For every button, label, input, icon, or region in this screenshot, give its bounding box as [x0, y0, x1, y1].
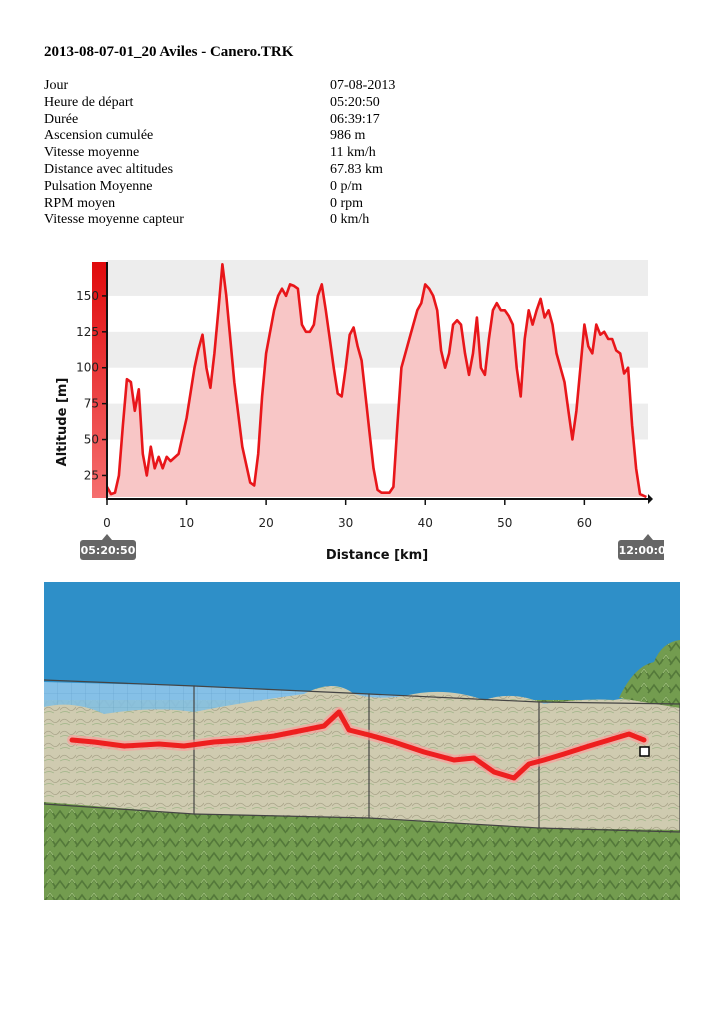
grid-band	[107, 331, 648, 368]
y-tick-label: 100	[76, 361, 99, 375]
route-end-marker	[639, 746, 650, 757]
y-ticks: 25 50 75 100 125 150	[76, 289, 107, 482]
stat-row: Pulsation Moyenne 0 p/m	[44, 179, 564, 196]
stat-label: Vitesse moyenne	[44, 145, 140, 161]
map-headland	[619, 640, 680, 708]
route-map	[44, 582, 680, 900]
stat-value: 07-08-2013	[330, 78, 396, 93]
y-tick-label: 150	[76, 289, 99, 303]
stat-value: 986 m	[330, 128, 366, 144]
elevation-line	[105, 263, 647, 499]
start-time-label: 05:20:50	[81, 544, 136, 557]
grid-band	[107, 260, 648, 296]
stat-value: 0 rpm	[330, 195, 364, 211]
stat-label: Pulsation Moyenne	[44, 178, 153, 194]
stat-label: Durée	[44, 111, 79, 127]
document-title: 2013-08-07-01_20 Aviles - Canero.TRK	[44, 44, 294, 60]
stat-label: Distance avec altitudes	[44, 161, 174, 177]
stat-value: 05:20:50	[330, 94, 380, 110]
y-axis-title: Altitude [m]	[55, 378, 70, 467]
end-time-badge: 12:00:06	[618, 534, 664, 560]
stat-row: Durée 06:39:17	[44, 112, 564, 129]
stat-row: Vitesse moyenne capteur 0 km/h	[44, 212, 564, 229]
stat-value: 0 km/h	[330, 212, 370, 228]
stat-row: Heure de départ 05:20:50	[44, 95, 564, 112]
elevation-area	[107, 264, 647, 497]
stat-label: Heure de départ	[44, 94, 134, 110]
stat-value: 0 p/m	[330, 178, 363, 194]
y-tick-label: 125	[76, 325, 99, 339]
stat-row: Jour 07-08-2013	[44, 78, 564, 95]
y-tick-label: 75	[84, 397, 99, 411]
x-tick-label: 20	[258, 516, 273, 530]
x-axis-arrow	[648, 494, 653, 504]
start-time-badge: 05:20:50	[80, 534, 136, 560]
stat-row: RPM moyen 0 rpm	[44, 196, 564, 213]
stat-label: RPM moyen	[44, 195, 116, 211]
x-tick-label: 10	[179, 516, 194, 530]
stat-value: 67.83 km	[330, 161, 383, 177]
x-tick-label: 60	[577, 516, 592, 530]
x-tick-label: 30	[338, 516, 353, 530]
x-axis-title: Distance [km]	[326, 548, 428, 563]
stats-table: Jour 07-08-2013 Heure de départ 05:20:50 Dur…	[44, 78, 564, 229]
route-line	[69, 709, 647, 781]
stat-row: Ascension cumulée 986 m	[44, 128, 564, 145]
stat-row: Vitesse moyenne 11 km/h	[44, 145, 564, 162]
stat-label: Vitesse moyenne capteur	[44, 212, 184, 228]
stat-value: 06:39:17	[330, 111, 380, 127]
x-tick-label: 0	[103, 516, 111, 530]
y-tick-label: 50	[84, 433, 99, 447]
elevation-chart: 25 50 75 100 125 150 0 10 20 30 40 50 60 Altitude […	[55, 260, 664, 563]
stat-label: Ascension cumulée	[44, 128, 154, 144]
x-tick-label: 40	[418, 516, 433, 530]
x-tick-label: 50	[497, 516, 512, 530]
end-time-label: 12:00:06	[619, 544, 664, 557]
map-land	[44, 686, 680, 830]
stat-label: Jour	[44, 78, 69, 93]
y-tick-label: 25	[84, 468, 99, 482]
x-ticks: 0 10 20 30 40 50 60	[103, 499, 592, 530]
stat-value: 11 km/h	[330, 145, 376, 161]
stat-row: Distance avec altitudes 67.83 km	[44, 162, 564, 179]
